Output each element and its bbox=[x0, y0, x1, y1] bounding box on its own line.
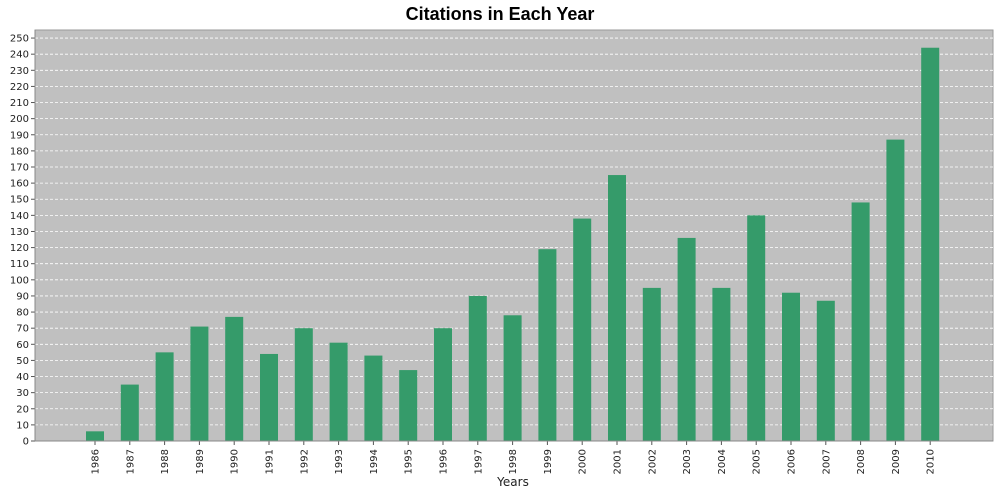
bar-1986 bbox=[86, 431, 104, 441]
y-tick-label: 80 bbox=[16, 308, 29, 319]
bar-1989 bbox=[190, 326, 209, 441]
x-tick-label: 2008 bbox=[856, 449, 867, 474]
bar-2005 bbox=[747, 215, 766, 441]
y-tick-label: 170 bbox=[10, 163, 29, 174]
x-tick-label: 2004 bbox=[717, 449, 728, 474]
y-tick-label: 220 bbox=[10, 82, 29, 93]
y-tick-label: 110 bbox=[10, 259, 29, 270]
bar-2004 bbox=[712, 287, 731, 441]
bar-1997 bbox=[468, 295, 487, 441]
x-axis: 1986 1987 1988 1989 1990 1991 1992 1993 1994 1995… bbox=[35, 440, 993, 474]
y-tick-label: 50 bbox=[16, 356, 29, 367]
x-tick-label: 2001 bbox=[613, 449, 624, 474]
bar-1994 bbox=[364, 355, 383, 441]
bar-1990 bbox=[225, 316, 244, 441]
x-tick-label: 2005 bbox=[752, 449, 763, 474]
y-tick-label: 250 bbox=[10, 34, 29, 45]
bar-2000 bbox=[573, 218, 592, 441]
x-tick-label: 1996 bbox=[439, 449, 450, 474]
x-tick-label: 1999 bbox=[543, 449, 554, 474]
x-tick-label: 1987 bbox=[125, 449, 136, 474]
bar-1999 bbox=[538, 249, 557, 441]
x-tick-label: 1998 bbox=[508, 449, 519, 474]
y-tick-label: 130 bbox=[10, 227, 29, 238]
y-tick-label: 10 bbox=[16, 420, 29, 431]
y-tick-label: 240 bbox=[10, 50, 29, 61]
y-tick-label: 60 bbox=[16, 340, 29, 351]
y-tick-label: 210 bbox=[10, 98, 29, 109]
x-tick-label: 2006 bbox=[787, 449, 798, 474]
bar-1993 bbox=[329, 342, 348, 441]
y-tick-label: 180 bbox=[10, 146, 29, 157]
y-tick-label: 140 bbox=[10, 211, 29, 222]
bar-2010 bbox=[921, 47, 940, 442]
bar-2007 bbox=[816, 300, 835, 441]
bar-1998 bbox=[503, 315, 522, 441]
x-tick-label: 1986 bbox=[91, 449, 102, 474]
y-tick-label: 200 bbox=[10, 114, 29, 125]
bar-2009 bbox=[886, 139, 905, 441]
bar-1995 bbox=[399, 370, 418, 441]
y-tick-label: 30 bbox=[16, 388, 29, 399]
bars-group bbox=[86, 47, 940, 442]
y-tick-label: 150 bbox=[10, 195, 29, 206]
bar-1991 bbox=[260, 353, 278, 441]
bar-1996 bbox=[434, 328, 452, 441]
x-tick-label: 1992 bbox=[299, 449, 310, 474]
bar-1992 bbox=[294, 328, 313, 441]
y-tick-label: 40 bbox=[16, 372, 29, 383]
bar-1987 bbox=[120, 384, 139, 441]
bar-2006 bbox=[782, 292, 800, 441]
y-tick-label: 20 bbox=[16, 404, 29, 415]
y-tick-label: 100 bbox=[10, 275, 29, 286]
y-axis: 0 10 20 30 40 50 60 70 80 90 100 110 120 130 140 150 160… bbox=[10, 30, 36, 448]
x-tick-label: 1993 bbox=[334, 449, 345, 474]
y-tick-label: 70 bbox=[16, 324, 29, 335]
chart-title: Citations in Each Year bbox=[405, 4, 595, 24]
x-tick-label: 2003 bbox=[682, 449, 693, 474]
y-tick-label: 0 bbox=[23, 437, 29, 448]
x-tick-label: 1988 bbox=[160, 449, 171, 474]
x-axis-label: Years bbox=[496, 475, 529, 489]
y-tick-label: 160 bbox=[10, 179, 29, 190]
x-tick-label: 2002 bbox=[647, 449, 658, 474]
x-tick-label: 2010 bbox=[926, 449, 937, 474]
bar-2003 bbox=[677, 237, 696, 441]
y-tick-label: 90 bbox=[16, 291, 29, 302]
x-tick-label: 2009 bbox=[891, 449, 902, 474]
x-tick-label: 1994 bbox=[369, 449, 380, 474]
x-tick-label: 1991 bbox=[265, 449, 276, 474]
x-tick-label: 1995 bbox=[404, 449, 415, 474]
x-tick-label: 1989 bbox=[195, 449, 206, 474]
y-tick-label: 120 bbox=[10, 243, 29, 254]
bar-2002 bbox=[642, 287, 661, 441]
x-tick-label: 1997 bbox=[473, 449, 484, 474]
x-tick-label: 1990 bbox=[230, 449, 241, 474]
bar-2008 bbox=[851, 202, 870, 441]
y-tick-label: 190 bbox=[10, 130, 29, 141]
y-tick-label: 230 bbox=[10, 66, 29, 77]
bar-2001 bbox=[608, 175, 626, 441]
x-tick-label: 2000 bbox=[578, 449, 589, 474]
x-tick-label: 2007 bbox=[821, 449, 832, 474]
bar-1988 bbox=[155, 352, 174, 441]
